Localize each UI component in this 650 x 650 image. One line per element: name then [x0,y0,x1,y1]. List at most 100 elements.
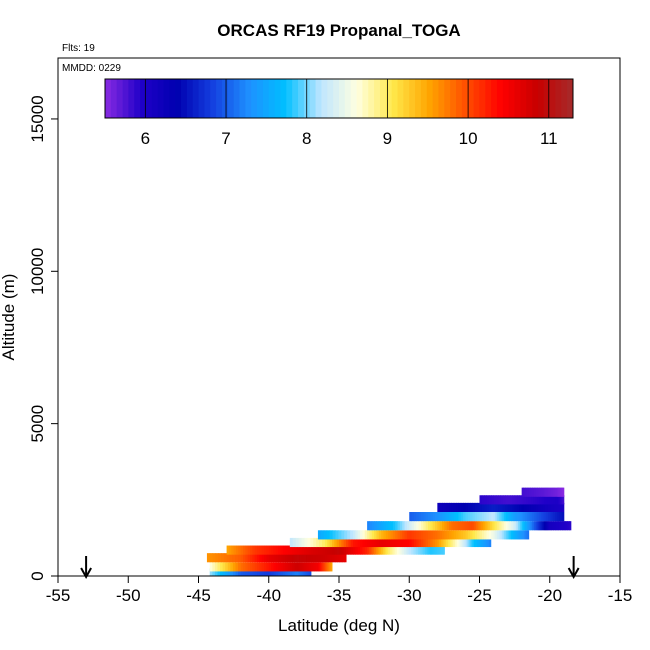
colorbar-swatch [420,79,428,118]
data-cell [271,568,274,576]
data-cell [423,530,427,540]
data-cell [497,521,500,531]
data-cell [431,545,434,555]
data-cell [399,521,403,531]
data-cell [420,530,424,540]
data-cell [449,502,452,513]
data-cell [549,521,553,531]
data-cell [344,553,347,563]
data-cell [312,562,315,572]
data-cell [317,545,321,555]
data-cell [329,545,333,555]
data-cell [546,495,549,505]
data-cell [562,502,565,513]
data-cell [226,553,230,563]
data-cell [292,553,296,563]
data-cell [306,568,308,576]
data-cell [409,537,413,548]
data-cell [439,512,443,522]
data-cell [567,521,570,531]
data-cell [381,521,384,531]
data-cell [451,537,454,548]
data-cell [310,537,314,548]
data-cell [460,521,463,531]
x-tick-label: -15 [608,586,633,605]
data-cell [544,495,547,505]
data-cell [341,537,345,548]
colorbar-swatch [526,79,533,118]
data-cell [535,487,538,497]
data-cell [516,512,519,522]
data-cell [525,512,528,522]
data-cell [467,530,471,540]
data-cell [278,568,281,576]
data-cell [316,562,319,572]
data-cell [530,487,533,497]
data-cell [446,512,450,522]
data-cell [242,562,246,572]
data-cell [301,568,304,576]
data-cell [326,562,328,572]
data-cell [472,537,475,548]
colorbar-swatch [473,79,480,118]
data-cell [329,562,332,572]
data-layer [206,487,572,576]
data-cell [402,530,406,540]
colorbar-swatch [181,79,188,118]
data-cell [309,568,312,576]
data-cell [264,562,267,572]
data-cell [465,537,468,548]
data-cell [388,530,392,540]
colorbar-swatch [145,79,153,118]
data-cell [322,537,326,548]
data-cell [540,495,544,505]
data-cell [538,521,540,531]
data-cell [238,568,242,576]
data-cell [486,521,489,531]
data-cell [437,502,441,513]
data-cell [360,530,363,540]
data-cell [395,537,399,548]
data-cell [350,537,354,548]
data-cell [379,545,382,555]
data-cell [474,512,478,522]
data-cell [495,521,498,531]
data-cell [427,521,431,531]
data-cell [526,495,530,505]
data-cell [306,553,310,563]
data-cell [336,537,340,548]
colorbar-swatch [280,79,287,118]
data-cell [414,545,417,555]
colorbar-swatch [514,79,521,118]
data-cell [491,495,495,505]
data-cell [486,537,489,548]
data-cell [289,545,293,555]
data-cell [481,537,484,548]
data-cell [516,530,519,540]
data-cell [317,530,322,540]
data-cell [339,545,342,555]
data-cell [336,545,340,555]
data-cell [521,502,525,513]
data-cell [470,530,473,540]
data-cell [557,512,560,522]
data-cell [446,530,450,540]
data-cell [474,530,478,540]
data-cell [518,512,521,522]
colorbar-swatch [444,79,451,118]
data-cell [353,530,356,540]
data-cell [334,545,338,555]
data-cell [519,512,523,522]
data-cell [289,553,293,563]
colorbar-swatch [508,79,515,118]
data-cell [423,512,427,522]
data-cell [465,521,468,531]
data-cell [521,521,524,531]
data-cell [477,530,480,540]
data-cell [477,537,480,548]
data-cell [487,537,490,548]
data-cell [559,487,561,497]
data-cell [250,553,253,563]
data-cell [511,530,514,540]
